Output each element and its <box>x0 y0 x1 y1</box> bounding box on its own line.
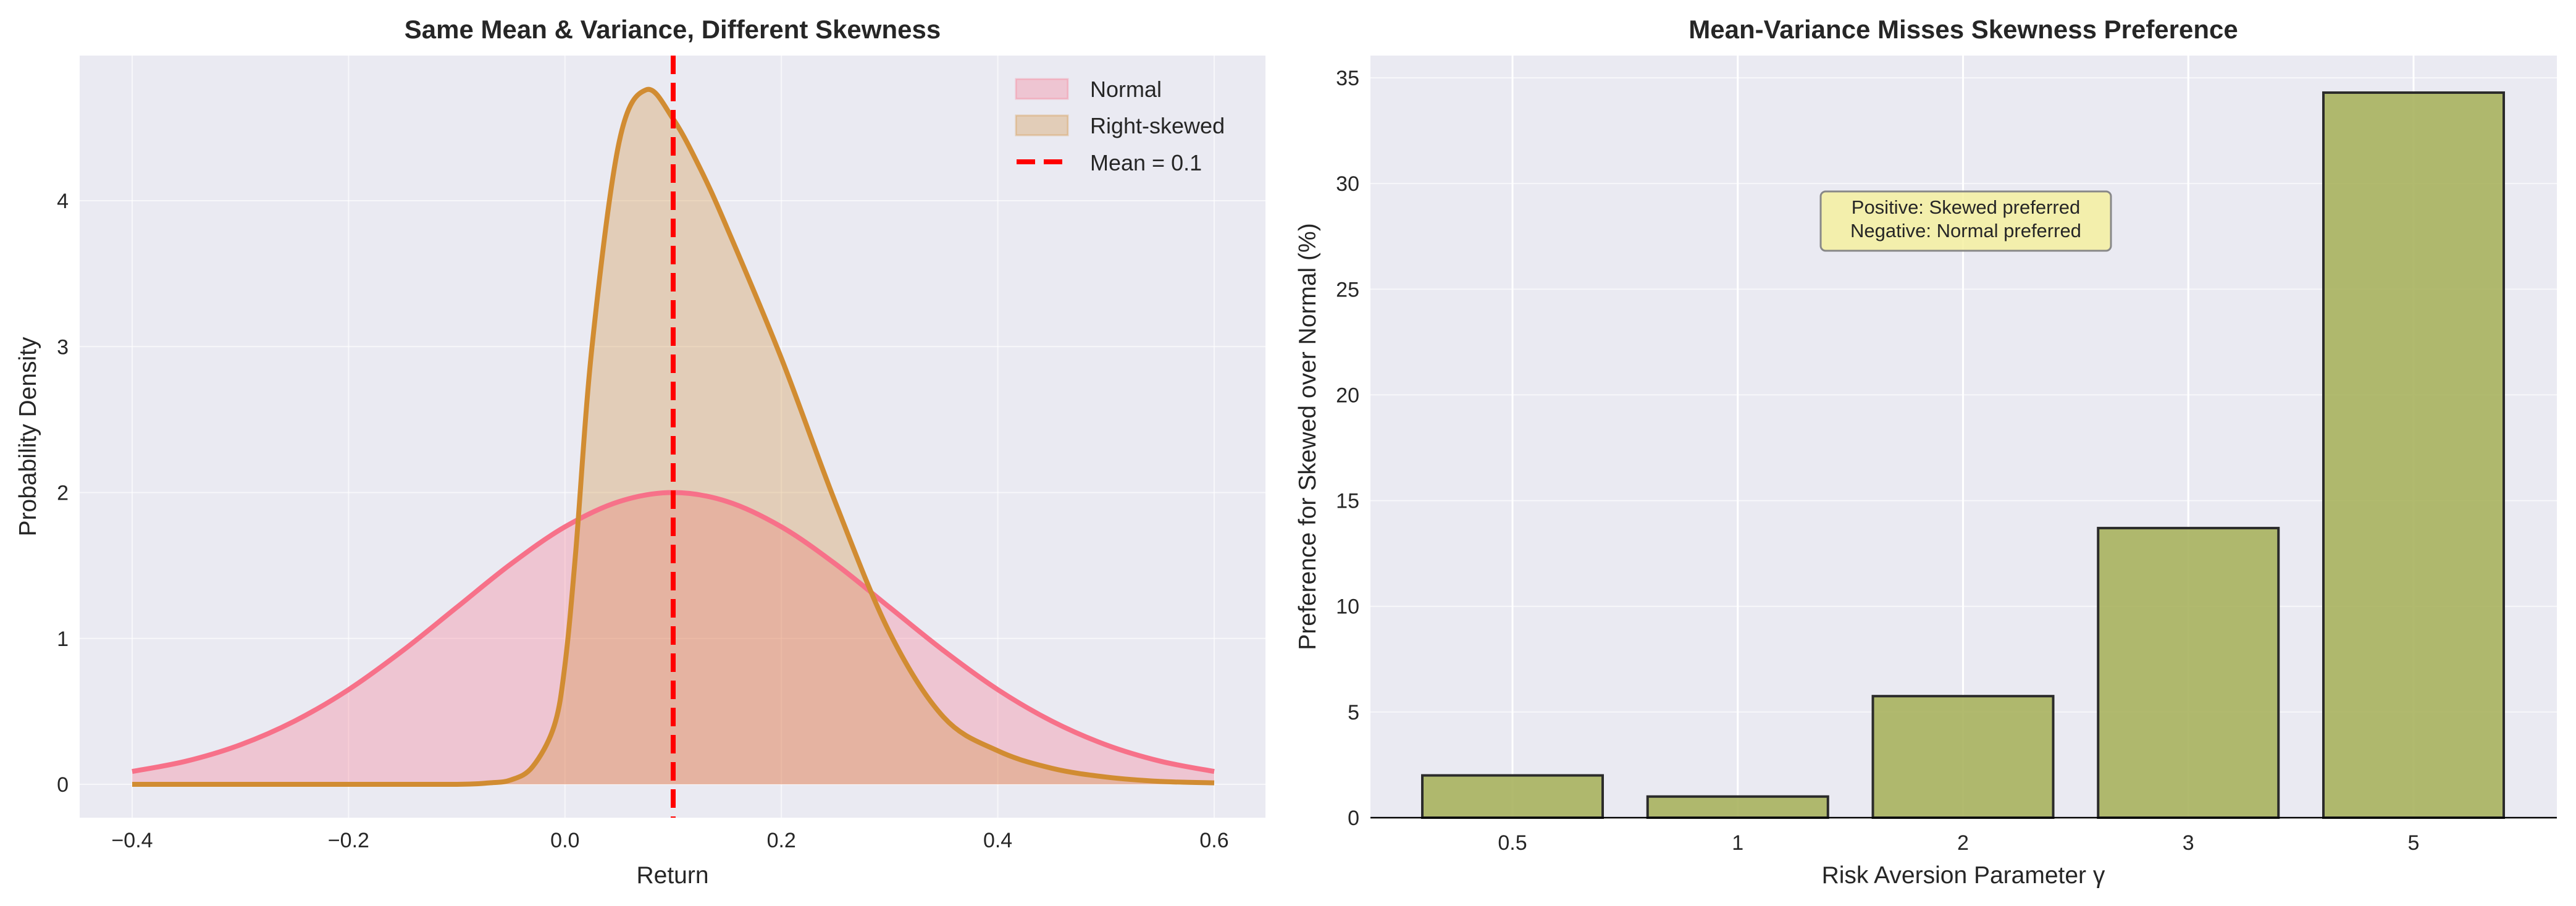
left-x-tick-label: −0.2 <box>328 829 369 852</box>
right-x-tick-label: 2 <box>1957 831 1969 855</box>
right-bars <box>1421 91 2505 820</box>
left-y-tick-label: 3 <box>57 335 69 359</box>
annotation-box: Positive: Skewed preferred Negative: Nor… <box>1819 190 2112 252</box>
left-y-tick-label: 0 <box>57 773 69 797</box>
right-x-tick-label: 3 <box>2183 831 2194 855</box>
left-series <box>132 56 1215 818</box>
right-chart-title: Mean-Variance Misses Skewness Preference <box>1689 15 2238 44</box>
left-legend: Normal Right-skewed Mean = 0.1 <box>1015 77 1225 175</box>
right-x-tick-label: 5 <box>2408 831 2420 855</box>
right-y-tick-label: 10 <box>1336 595 1359 619</box>
left-y-tick-label: 1 <box>57 627 69 651</box>
left-y-tick-label: 4 <box>57 190 69 213</box>
left-x-tick-label: 0.6 <box>1199 829 1228 852</box>
right-y-tick-label: 25 <box>1336 278 1359 301</box>
left-x-tick-label: 0.2 <box>767 829 796 852</box>
left-x-tick-label: 0.0 <box>550 829 579 852</box>
left-ticks: −0.4 −0.2 0.0 0.2 0.4 0.6 0 1 2 3 4 <box>57 190 1229 852</box>
bar-0.5 <box>1421 774 1604 819</box>
legend-label-normal: Normal <box>1090 77 1162 102</box>
annotation-line-2: Negative: Normal preferred <box>1850 220 2081 241</box>
right-x-axis-label: Risk Aversion Parameter γ <box>1822 862 2105 889</box>
legend-label-skewed: Right-skewed <box>1090 113 1225 138</box>
right-y-tick-label: 0 <box>1348 807 1359 830</box>
skewed-line <box>132 86 1215 787</box>
bar-5 <box>2322 91 2505 820</box>
left-y-tick-label: 2 <box>57 482 69 505</box>
right-x-tick-label: 0.5 <box>1498 831 1527 855</box>
right-y-tick-label: 5 <box>1348 701 1359 724</box>
bar-3 <box>2097 527 2280 819</box>
left-chart: −0.4 −0.2 0.0 0.2 0.4 0.6 0 1 2 3 4 Same Mean & Va… <box>15 15 1265 889</box>
legend-swatch-skewed <box>1015 114 1069 136</box>
left-y-axis-label: Probability Density <box>15 337 41 536</box>
annotation-background <box>1819 190 2112 252</box>
right-x-tick-label: 1 <box>1732 831 1743 855</box>
left-x-axis-label: Return <box>636 862 708 889</box>
left-chart-title: Same Mean & Variance, Different Skewness <box>405 15 941 44</box>
bar-2 <box>1871 695 2055 819</box>
left-x-tick-label: −0.4 <box>111 829 153 852</box>
right-y-tick-label: 15 <box>1336 490 1359 513</box>
bar-1 <box>1646 795 1829 820</box>
annotation-line-1: Positive: Skewed preferred <box>1852 196 2080 218</box>
legend-label-mean: Mean = 0.1 <box>1090 150 1202 175</box>
right-y-axis-label: Preference for Skewed over Normal (%) <box>1294 223 1321 650</box>
right-y-tick-label: 35 <box>1336 67 1359 90</box>
right-y-tick-label: 20 <box>1336 384 1359 407</box>
legend-swatch-normal <box>1015 78 1069 100</box>
right-y-tick-label: 30 <box>1336 172 1359 196</box>
left-x-tick-label: 0.4 <box>983 829 1012 852</box>
